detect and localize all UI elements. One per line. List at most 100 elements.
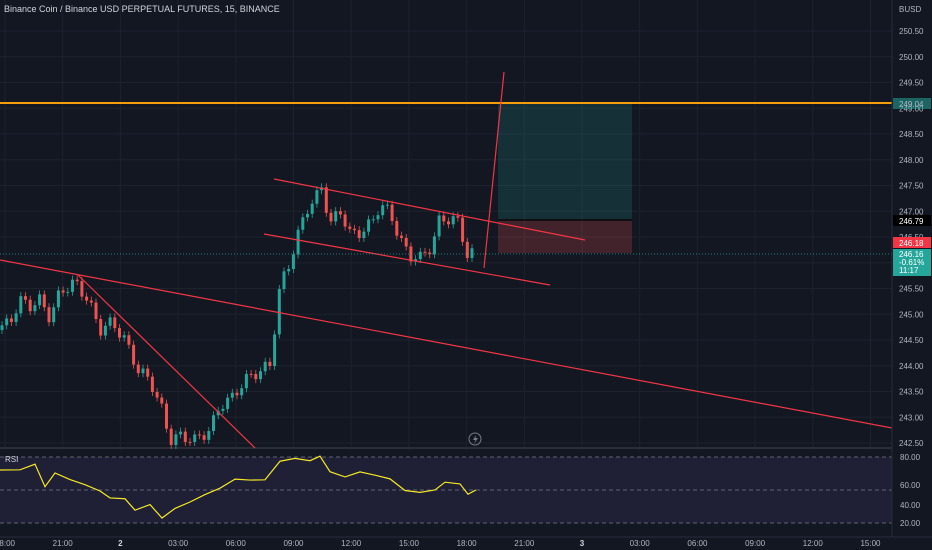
price-tick-label: 245.50: [899, 285, 924, 294]
time-tick-label: 12:00: [341, 539, 362, 548]
time-tick-label: 2: [118, 539, 123, 548]
candle-body: [188, 441, 192, 443]
trendlines[interactable]: [0, 71, 893, 449]
candle-body: [376, 215, 380, 220]
candle-body: [390, 204, 394, 222]
candle-body: [33, 305, 37, 312]
price-tick-label: 249.50: [899, 79, 924, 88]
candle-body: [301, 217, 305, 230]
candle-body: [249, 373, 253, 375]
chart-title: Binance Coin / Binance USD PERPETUAL FUT…: [4, 4, 280, 14]
tag-horizontal-line-bg: [893, 98, 931, 109]
candle-body: [155, 391, 159, 398]
candle-body: [329, 212, 333, 222]
candle-body: [334, 211, 338, 222]
price-tick-label: 244.50: [899, 336, 924, 345]
time-tick-label: 18:00: [0, 539, 16, 548]
candle-body: [423, 251, 427, 253]
candle-body: [99, 319, 103, 336]
channel-lower-line: [263, 233, 551, 286]
candle-body: [367, 219, 371, 232]
candle-body: [357, 230, 361, 238]
candle-body: [395, 221, 399, 236]
candle-body: [174, 434, 178, 445]
time-tick-label: 03:00: [168, 539, 189, 548]
rsi-tick-60: 60.00: [900, 481, 921, 490]
candle-body: [56, 290, 60, 308]
candle-body: [461, 217, 465, 242]
candle-body: [9, 318, 13, 322]
candle-body: [89, 300, 93, 303]
candle-body: [343, 214, 347, 227]
time-tick-label: 18:00: [457, 539, 478, 548]
lightning-bolt-icon[interactable]: [468, 432, 482, 446]
time-axis[interactable]: 18:00 21:00 2 03:00 06:00 09:00 12:00 15:00 18:0…: [0, 536, 932, 550]
candle-body: [193, 434, 197, 442]
candle-body: [136, 364, 140, 374]
candle-body: [212, 415, 215, 432]
time-tick-label: 21:00: [514, 539, 535, 548]
candle-body: [432, 236, 436, 255]
tag-change: -0.61%: [899, 258, 924, 267]
candle-body: [52, 307, 56, 323]
position-target-zone[interactable]: [498, 103, 632, 220]
candle-body: [273, 334, 277, 366]
tag-target: 246.79: [899, 217, 924, 226]
candle-body: [338, 211, 342, 215]
time-tick-label: 03:00: [630, 539, 651, 548]
candle-body: [85, 296, 89, 301]
candle-body: [414, 259, 418, 262]
candle-body: [197, 434, 201, 436]
candle-body: [113, 317, 117, 329]
candle-body: [75, 279, 79, 282]
candle-body: [409, 246, 413, 262]
tag-current-price: 246.16: [899, 250, 924, 259]
candle-body: [259, 371, 262, 380]
candle-body: [183, 431, 187, 442]
rsi-pane: [0, 450, 892, 537]
candle-body: [287, 268, 291, 272]
tag-stop: 246.18: [899, 239, 924, 248]
candle-body: [437, 215, 441, 237]
candle-body: [371, 219, 375, 221]
drop-trendline: [77, 274, 256, 449]
price-tick-label: 242.50: [899, 439, 924, 448]
rsi-tick-20: 20.00: [900, 519, 921, 528]
projection-line: [483, 71, 505, 269]
candle-body: [348, 226, 352, 229]
candle-body: [282, 271, 286, 290]
price-tick-label: 250.50: [899, 27, 924, 36]
candle-body: [207, 431, 211, 440]
time-tick-label: 21:00: [53, 539, 74, 548]
time-tick-label: 09:00: [283, 539, 304, 548]
time-tick-label: 15:00: [399, 539, 420, 548]
rsi-axis[interactable]: 80.00 60.00 40.00 20.00: [900, 453, 921, 528]
candle-body: [418, 251, 422, 260]
candle-body: [47, 307, 51, 323]
candle-body: [310, 203, 314, 214]
candle-body: [118, 328, 121, 338]
rsi-line: [0, 455, 477, 519]
candle-body: [230, 392, 234, 398]
candle-body: [216, 410, 220, 416]
candle-body: [465, 241, 469, 258]
candle-body: [71, 279, 74, 292]
channel-upper-line: [273, 178, 586, 241]
candle-body: [146, 368, 150, 377]
candle-body: [221, 408, 225, 411]
candle-body: [226, 397, 230, 409]
candle-body: [263, 361, 267, 372]
candle-body: [165, 403, 168, 429]
candle-body: [14, 313, 18, 322]
time-tick-label: 12:00: [803, 539, 824, 548]
long-trendline: [0, 259, 893, 429]
price-tags: 249.04 246.79 246.18 246.16 -0.61% 11:17: [893, 98, 931, 276]
candle-body: [103, 325, 107, 336]
candle-body: [141, 368, 145, 374]
candle-body: [132, 344, 136, 365]
rsi-tick-80: 80.00: [900, 453, 921, 462]
candle-body: [202, 435, 206, 440]
tag-stop-bg: [893, 237, 931, 248]
candle-body: [404, 237, 408, 247]
